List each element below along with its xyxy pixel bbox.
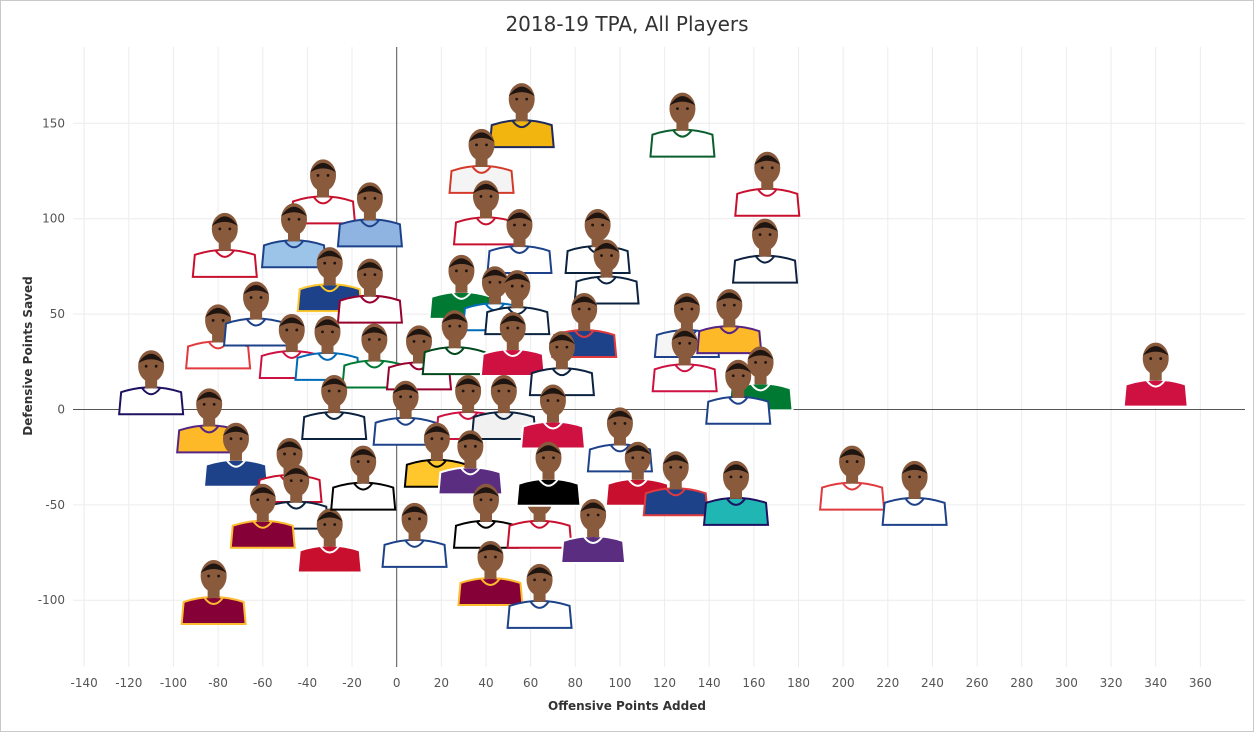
player-points: [118, 83, 1189, 629]
player-headshot-point: [696, 289, 763, 355]
player-headshot-point: [372, 380, 439, 446]
player-headshot-point: [296, 508, 363, 574]
player-headshot-point: [560, 499, 627, 564]
x-tick-label: -100: [160, 676, 187, 690]
player-headshot-point: [470, 375, 537, 440]
player-headshot-point: [289, 159, 357, 225]
player-headshot-point: [705, 359, 772, 425]
player-headshot-point: [519, 384, 587, 450]
player-headshot-point: [118, 350, 185, 416]
player-headshot-point: [727, 346, 794, 412]
y-tick-label: 0: [57, 402, 65, 416]
player-headshot-point: [421, 310, 488, 376]
y-tick-label: 150: [42, 116, 65, 130]
x-tick-label: -80: [208, 676, 228, 690]
player-headshot-point: [881, 460, 948, 526]
x-tick-label: 100: [608, 676, 631, 690]
x-tick-label: 160: [742, 676, 765, 690]
player-headshot-point: [229, 483, 296, 549]
x-tick-label: 40: [478, 676, 493, 690]
player-headshot-point: [1122, 342, 1189, 408]
x-tick-label: 260: [966, 676, 989, 690]
x-tick-label: -60: [253, 676, 273, 690]
player-headshot-point: [301, 375, 368, 440]
x-tick-label: 0: [393, 676, 401, 690]
x-tick-label: -20: [342, 676, 362, 690]
player-headshot-point: [642, 451, 709, 517]
x-tick-label: 320: [1100, 676, 1123, 690]
player-headshot-point: [506, 563, 573, 629]
player-headshot-point: [702, 460, 770, 526]
x-tick-label: 340: [1144, 676, 1167, 690]
x-tick-label: -140: [71, 676, 98, 690]
player-headshot-point: [336, 258, 404, 324]
x-tick-label: -120: [115, 676, 142, 690]
x-tick-label: -40: [298, 676, 318, 690]
x-axis-ticks: -140 -120 -100 -80 -60 -40 -20 0 20 40 60 80 100 120 1…: [71, 676, 1212, 690]
chart-title: 2018-19 TPA, All Players: [505, 12, 749, 36]
player-headshot-point: [457, 540, 524, 606]
player-headshot-point: [479, 312, 546, 378]
y-axis-label: Defensive Points Saved: [21, 276, 35, 436]
player-headshot-point: [202, 422, 270, 488]
player-headshot-point: [185, 304, 252, 370]
y-axis-ticks: -100 -50 0 50 100 150: [38, 116, 65, 607]
player-headshot-point: [191, 212, 258, 278]
x-tick-label: 300: [1055, 676, 1078, 690]
x-tick-label: 120: [653, 676, 676, 690]
player-headshot-point: [488, 83, 555, 149]
player-headshot-point: [381, 502, 448, 568]
player-headshot-point: [222, 281, 290, 347]
x-tick-label: 200: [832, 676, 855, 690]
y-tick-label: 100: [42, 212, 65, 226]
y-tick-label: 50: [50, 307, 65, 321]
x-axis-label: Offensive Points Added: [548, 699, 706, 713]
y-tick-label: -50: [45, 498, 65, 512]
player-headshot-point: [260, 203, 328, 269]
x-tick-label: 20: [434, 676, 449, 690]
x-tick-label: 220: [876, 676, 899, 690]
x-tick-label: 60: [523, 676, 538, 690]
player-headshot-point: [731, 218, 799, 284]
x-tick-label: 240: [921, 676, 944, 690]
x-tick-label: 180: [787, 676, 810, 690]
player-headshot-point: [515, 441, 582, 507]
y-tick-label: -100: [38, 593, 65, 607]
player-headshot-point: [486, 209, 553, 275]
player-headshot-point: [336, 182, 404, 248]
player-headshot-point: [448, 128, 515, 194]
player-headshot-point: [649, 92, 716, 158]
player-headshot-point: [180, 560, 247, 626]
x-tick-label: 80: [568, 676, 583, 690]
player-headshot-point: [819, 445, 886, 511]
x-tick-label: 140: [698, 676, 721, 690]
x-tick-label: 360: [1189, 676, 1212, 690]
x-tick-label: 280: [1010, 676, 1033, 690]
player-headshot-point: [330, 445, 397, 511]
player-headshot-point: [651, 327, 718, 393]
player-headshot-point: [452, 483, 520, 549]
player-headshot-point: [734, 151, 801, 217]
